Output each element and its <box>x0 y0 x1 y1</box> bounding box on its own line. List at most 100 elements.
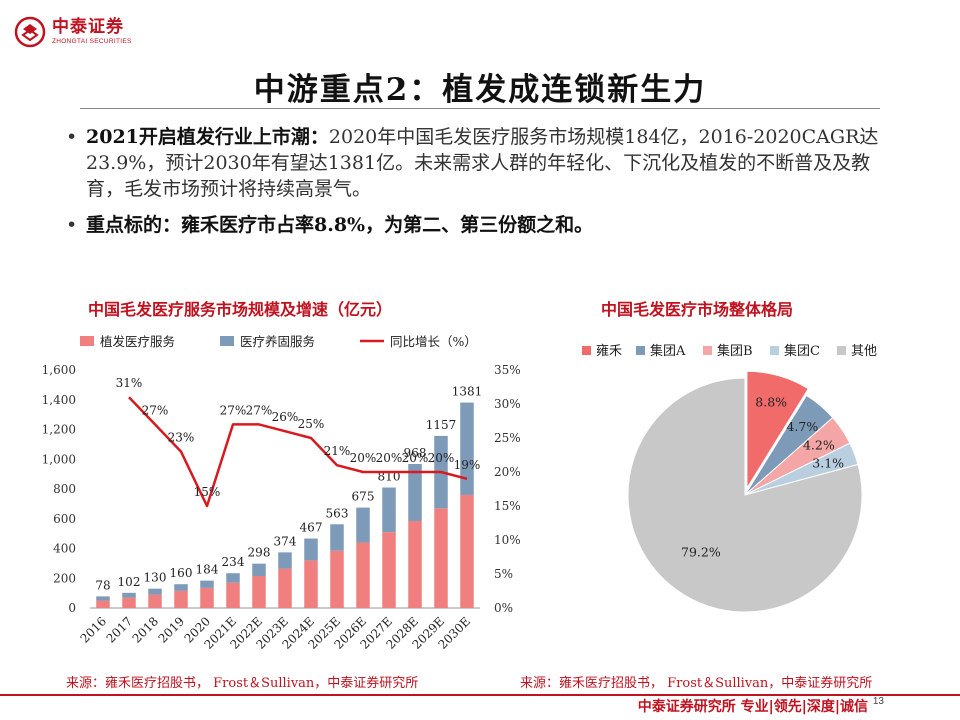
growth-data-label: 19% <box>454 458 481 472</box>
bullet-list: 2021开启植发行业上市潮：2020年中国毛发医疗服务市场规模184亿，2016… <box>66 124 896 248</box>
pie-data-label: 4.7% <box>786 419 818 434</box>
bar-segment <box>356 542 370 608</box>
bullet-body: 2020年中国毛发医疗服务市场规模184亿，2016-2020CAGR达23.9… <box>86 126 879 200</box>
pie-slice <box>627 377 863 613</box>
growth-data-label: 20% <box>350 451 377 465</box>
bar-total-label: 234 <box>222 555 245 569</box>
bar-segment <box>252 563 266 577</box>
pie-data-label: 79.2% <box>681 545 721 560</box>
y-tick-label: 200 <box>53 571 76 585</box>
growth-data-label: 15% <box>194 485 221 499</box>
legend-label: 集团B <box>717 343 753 359</box>
bar-total-label: 675 <box>352 490 375 504</box>
bar-segment <box>278 552 292 569</box>
y2-tick-label: 0% <box>494 601 513 615</box>
growth-data-label: 21% <box>324 444 351 458</box>
legend-swatch <box>220 336 234 346</box>
y-tick-label: 1,400 <box>42 393 76 407</box>
growth-data-label: 27% <box>246 403 273 417</box>
bar-total-label: 130 <box>144 571 167 585</box>
y-tick-label: 1,600 <box>42 363 76 377</box>
bar-segment <box>434 508 448 608</box>
legend-label: 雍禾 <box>596 343 622 359</box>
y2-tick-label: 5% <box>494 567 513 581</box>
y2-tick-label: 25% <box>494 431 521 445</box>
bullet-lead: 2021开启植发行业上市潮： <box>86 126 329 148</box>
y-tick-label: 600 <box>53 512 76 526</box>
legend-swatch <box>582 346 591 355</box>
pie-data-label: 4.2% <box>803 437 835 452</box>
bar-segment <box>382 487 396 533</box>
y-tick-label: 1,000 <box>42 452 76 466</box>
bar-segment <box>174 584 188 591</box>
bar-segment <box>460 494 474 608</box>
x-tick-label: 2016 <box>78 614 109 645</box>
y2-tick-label: 20% <box>494 465 521 479</box>
bar-segment <box>330 550 344 608</box>
y-tick-label: 400 <box>53 542 76 556</box>
growth-data-label: 23% <box>168 431 195 445</box>
footer-slogan: 中泰证券研究所 专业|领先|深度|诚信 <box>637 699 868 715</box>
y2-tick-label: 35% <box>494 363 521 377</box>
legend-label: 植发医疗服务 <box>100 334 175 349</box>
growth-data-label: 27% <box>220 403 247 417</box>
company-logo: 中泰证券 ZHONGTAI SECURITIES <box>14 14 132 50</box>
bar-segment <box>356 507 370 543</box>
y2-tick-label: 10% <box>494 533 521 547</box>
legend-label: 集团A <box>650 343 686 359</box>
y-tick-label: 800 <box>53 482 76 496</box>
legend-swatch <box>636 346 645 355</box>
bar-total-label: 1157 <box>426 418 457 432</box>
bar-segment <box>174 590 188 608</box>
x-tick-label: 2018 <box>130 614 161 645</box>
bar-segment <box>252 576 266 608</box>
pie-chart-title: 中国毛发医疗市场整体格局 <box>601 300 794 319</box>
legend-swatch <box>80 336 94 346</box>
bar-total-label: 968 <box>404 446 427 460</box>
growth-data-label: 25% <box>298 417 325 431</box>
bar-total-label: 563 <box>326 506 349 520</box>
bar-segment <box>96 600 110 608</box>
bar-total-label: 1381 <box>452 385 483 399</box>
title-divider <box>80 108 880 109</box>
legend-label: 同比增长（%） <box>390 334 477 349</box>
pie-data-label: 8.8% <box>755 395 787 410</box>
y2-tick-label: 30% <box>494 397 521 411</box>
growth-data-label: 20% <box>402 451 429 465</box>
growth-data-label: 26% <box>272 410 299 424</box>
bar-segment <box>304 560 318 608</box>
bar-segment <box>122 592 136 598</box>
bar-segment <box>408 520 422 608</box>
logo-subtitle: ZHONGTAI SECURITIES <box>52 37 132 45</box>
page-number: 13 <box>872 696 884 707</box>
y-tick-label: 0 <box>68 601 76 615</box>
bullet-item: 2021开启植发行业上市潮：2020年中国毛发医疗服务市场规模184亿，2016… <box>66 124 896 202</box>
bar-segment <box>460 402 474 495</box>
bar-segment <box>200 587 214 608</box>
x-tick-label: 2017 <box>104 614 135 645</box>
bullet-lead: 重点标的：雍禾医疗市占率8.8%，为第二、第三份额之和。 <box>86 214 594 236</box>
growth-data-label: 27% <box>142 403 169 417</box>
pie-slice <box>746 370 810 491</box>
bar-segment <box>330 524 344 551</box>
logo-name: 中泰证券 <box>52 16 124 37</box>
bar-segment <box>148 594 162 608</box>
bar-segment <box>382 532 396 608</box>
bar-segment <box>226 573 240 583</box>
bar-total-label: 102 <box>118 575 141 589</box>
footer: 中泰证券研究所 专业|领先|深度|诚信 <box>0 694 960 720</box>
bar-segment <box>304 538 318 561</box>
bar-chart-title: 中国毛发医疗服务市场规模及增速（亿元） <box>88 300 393 319</box>
legend-label: 集团C <box>784 343 820 359</box>
y2-tick-label: 15% <box>494 499 521 513</box>
pie-data-label: 3.1% <box>812 456 844 471</box>
x-tick-label: 2019 <box>156 614 187 645</box>
legend-swatch <box>770 346 779 355</box>
bar-segment <box>122 597 136 608</box>
bar-segment <box>408 464 422 521</box>
legend-label: 医疗养固服务 <box>240 334 315 349</box>
legend-swatch <box>837 346 846 355</box>
logo-mark-icon <box>14 16 46 48</box>
growth-data-label: 20% <box>428 451 455 465</box>
growth-data-label: 31% <box>116 376 143 390</box>
